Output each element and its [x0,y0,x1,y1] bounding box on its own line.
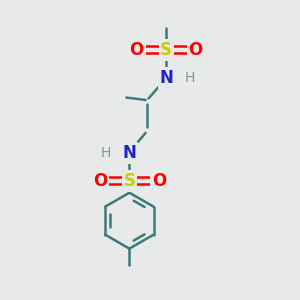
Text: N: N [159,69,173,87]
Text: H: H [100,146,111,160]
Text: O: O [130,41,144,59]
Text: O: O [152,172,166,190]
Text: O: O [188,41,203,59]
Text: H: H [184,71,195,85]
Text: S: S [123,172,135,190]
Text: N: N [122,144,136,162]
Text: S: S [160,41,172,59]
Text: O: O [93,172,107,190]
